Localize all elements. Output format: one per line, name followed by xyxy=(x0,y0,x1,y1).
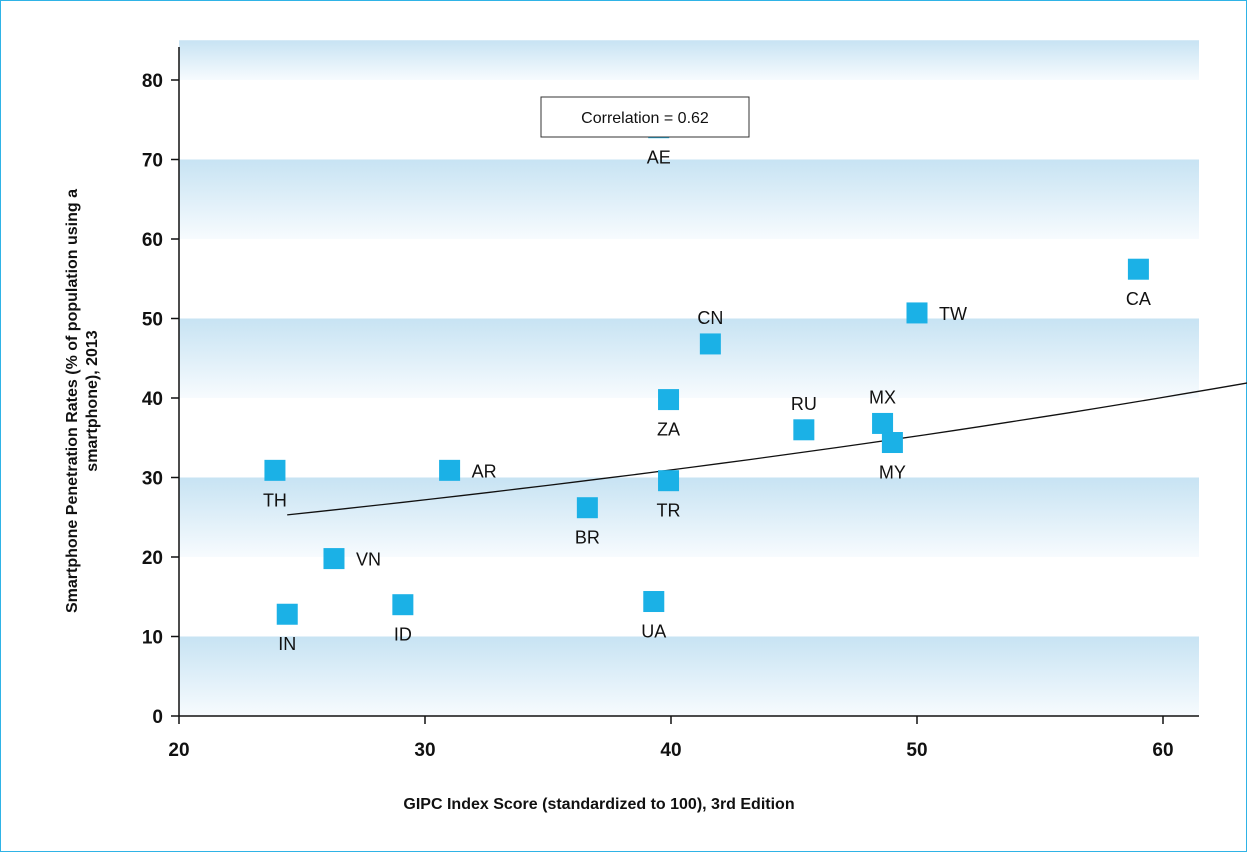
point-label-br: BR xyxy=(575,528,600,548)
x-axis-title: GIPC Index Score (standardized to 100), … xyxy=(403,796,794,813)
point-ru xyxy=(793,419,815,441)
x-tick-label-60: 60 xyxy=(1152,740,1173,761)
point-ar xyxy=(439,459,461,481)
y-tick-label-10: 10 xyxy=(142,628,163,649)
band-60 xyxy=(179,159,1199,239)
correlation-box: Correlation = 0.62 xyxy=(540,96,750,138)
point-label-tw: TW xyxy=(939,304,967,324)
band-20 xyxy=(179,477,1199,557)
band-50 xyxy=(179,239,1199,319)
band-30 xyxy=(179,398,1199,478)
band-40 xyxy=(179,318,1199,398)
point-label-id: ID xyxy=(394,625,412,645)
point-label-cn: CN xyxy=(697,308,723,328)
trendline-group xyxy=(287,382,1247,516)
x-tick-label-50: 50 xyxy=(906,740,927,761)
point-br xyxy=(576,497,598,519)
correlation-label: Correlation = 0.62 xyxy=(581,110,709,127)
y-tick-label-50: 50 xyxy=(142,310,163,331)
band-10 xyxy=(179,557,1199,637)
y-tick-label-0: 0 xyxy=(152,707,163,728)
x-tick-label-40: 40 xyxy=(660,740,681,761)
y-axis-title-line-2: smartphone), 2013 xyxy=(84,330,101,471)
axes: 010203040506070802030405060708090100 xyxy=(142,47,1199,761)
point-label-th: TH xyxy=(263,490,287,510)
band-0 xyxy=(179,636,1199,716)
band-80 xyxy=(179,40,1199,80)
x-tick-label-20: 20 xyxy=(168,740,189,761)
point-th xyxy=(264,459,286,481)
point-label-my: MY xyxy=(879,463,906,483)
point-vn xyxy=(323,548,345,570)
point-label-mx: MX xyxy=(869,387,896,407)
point-ca xyxy=(1127,258,1149,280)
y-tick-label-80: 80 xyxy=(142,71,163,92)
point-label-ru: RU xyxy=(791,394,817,414)
point-mx xyxy=(872,412,894,434)
point-id xyxy=(392,594,414,616)
point-label-ae: AE xyxy=(647,148,671,168)
point-label-ua: UA xyxy=(641,622,666,642)
y-axis-title-line-1: Smartphone Penetration Rates (% of popul… xyxy=(64,189,81,613)
correlation-box-border xyxy=(540,96,750,138)
point-label-in: IN xyxy=(278,634,296,654)
trendline xyxy=(287,382,1247,516)
point-ua xyxy=(643,591,665,613)
point-label-vn: VN xyxy=(356,550,381,570)
point-cn xyxy=(699,333,721,355)
point-label-ar: AR xyxy=(472,461,497,481)
y-tick-label-30: 30 xyxy=(142,469,163,490)
y-tick-label-60: 60 xyxy=(142,230,163,251)
point-label-za: ZA xyxy=(657,420,680,440)
point-za xyxy=(658,389,680,411)
point-tr xyxy=(658,470,680,492)
point-my xyxy=(881,432,903,454)
y-tick-label-20: 20 xyxy=(142,548,163,569)
y-tick-label-40: 40 xyxy=(142,389,163,410)
point-in xyxy=(276,603,298,625)
point-label-ca: CA xyxy=(1126,289,1151,309)
x-tick-label-30: 30 xyxy=(414,740,435,761)
data-points: AEKRAUSGUKCAU.S.NZCHTWCNDEFRZAMXRUMYTHAR… xyxy=(263,117,1151,654)
point-tw xyxy=(906,302,928,324)
background-bands xyxy=(179,40,1199,716)
y-tick-label-70: 70 xyxy=(142,151,163,172)
point-label-tr: TR xyxy=(657,501,681,521)
